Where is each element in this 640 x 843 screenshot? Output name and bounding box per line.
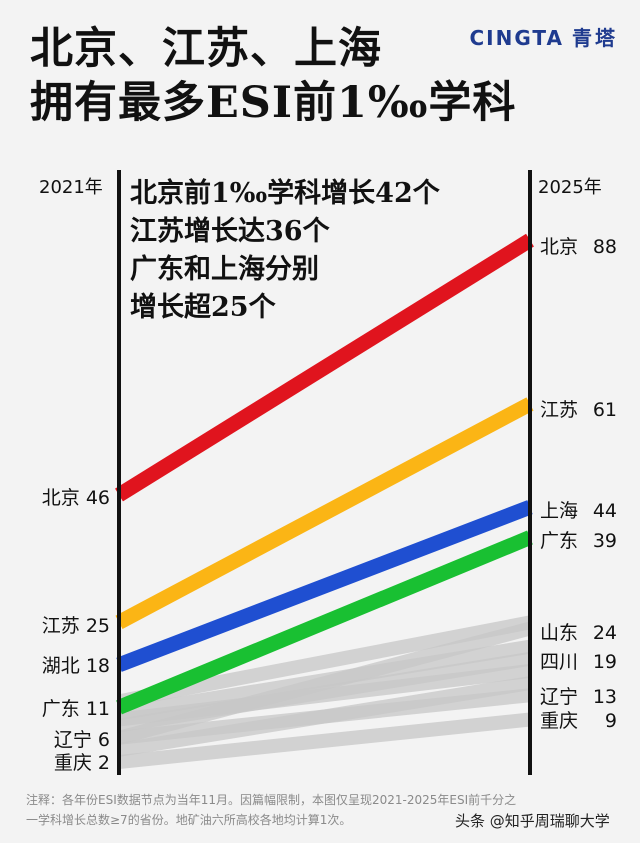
- right-label-value-广东: 39: [593, 530, 617, 552]
- title-line-2: 拥有最多ESI前1‰学科: [30, 78, 517, 128]
- series-line-江苏: [115, 397, 534, 630]
- brand-latin: CINGTA: [469, 26, 564, 50]
- brand-logo: CINGTA 青塔: [470, 22, 619, 51]
- year-label-2021: 2021年: [39, 177, 103, 198]
- background-series-line: [117, 639, 532, 721]
- right-label-name-广东: 广东: [540, 530, 578, 552]
- series-line-北京: [115, 233, 534, 502]
- right-label-name-北京: 北京: [540, 236, 578, 258]
- chart-title: 北京、江苏、上海 拥有最多ESI前1‰学科: [30, 22, 516, 130]
- left-label-北京: 北京 46: [42, 487, 110, 509]
- left-label-广东: 广东 11: [42, 698, 110, 720]
- right-label-value-山东: 24: [593, 622, 617, 644]
- right-label-value-江苏: 61: [593, 399, 617, 421]
- series-line-上海: [116, 500, 533, 672]
- left-label-辽宁: 辽宁 6: [54, 729, 110, 751]
- annotation: 北京前1‰学科增长42个 江苏增长达36个 广东和上海分别 增长超25个: [130, 175, 440, 327]
- annotation-line-3: 广东和上海分别: [130, 254, 319, 285]
- right-label-value-四川: 19: [593, 651, 617, 673]
- right-label-value-上海: 44: [593, 500, 617, 522]
- background-series-line: [118, 712, 531, 769]
- left-label-重庆: 重庆 2: [54, 752, 110, 774]
- right-label-name-辽宁: 辽宁: [540, 686, 578, 708]
- year-label-2025: 2025年: [538, 177, 602, 198]
- title-line-1: 北京、江苏、上海: [30, 24, 382, 74]
- right-label-value-重庆: 9: [605, 710, 617, 732]
- background-series-line: [117, 676, 532, 757]
- right-label-name-江苏: 江苏: [540, 399, 578, 421]
- right-label-name-山东: 山东: [540, 622, 578, 644]
- footnote: 注释：各年份ESI数据节点为当年11月。因篇幅限制，本图仅呈现2021-2025…: [26, 790, 626, 830]
- left-label-湖北: 湖北 18: [42, 655, 110, 677]
- right-label-name-重庆: 重庆: [540, 710, 578, 732]
- background-series-line: [118, 664, 531, 727]
- credit: 头条 @知乎周瑞聊大学: [455, 812, 610, 830]
- annotation-line-1: 北京前1‰学科增长42个: [130, 178, 440, 209]
- right-label-name-四川: 四川: [540, 651, 578, 673]
- background-series-line: [117, 615, 532, 709]
- footnote-line-2: 一学科增长总数≥7的省份。地矿油六所高校各地均计算1次。: [26, 813, 352, 827]
- left-label-江苏: 江苏 25: [42, 615, 110, 637]
- right-label-name-上海: 上海: [540, 500, 578, 522]
- annotation-line-4: 增长超25个: [130, 292, 276, 323]
- footnote-line-1: 注释：各年份ESI数据节点为当年11月。因篇幅限制，本图仅呈现2021-2025…: [26, 793, 517, 807]
- annotation-line-2: 江苏增长达36个: [130, 216, 330, 247]
- brand-cn: 青塔: [572, 26, 618, 50]
- right-label-value-北京: 88: [593, 236, 617, 258]
- series-line-广东: [116, 530, 533, 715]
- right-label-value-辽宁: 13: [593, 686, 617, 708]
